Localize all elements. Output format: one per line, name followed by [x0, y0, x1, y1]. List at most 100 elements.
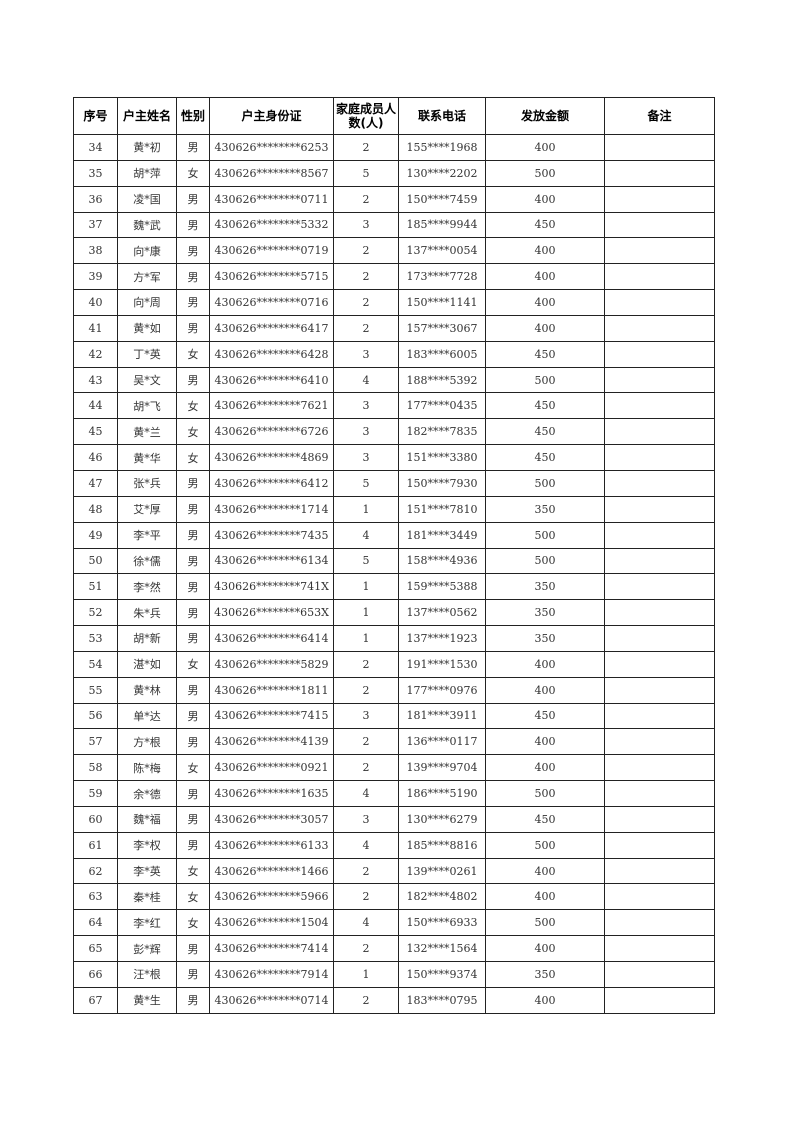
cell-family-size: 2	[333, 237, 399, 265]
cell-amount: 400	[485, 935, 605, 962]
cell-remarks	[604, 444, 715, 471]
cell-remarks	[604, 547, 715, 575]
cell-name: 李*英	[117, 857, 177, 885]
cell-family-size: 2	[333, 314, 399, 342]
table-row: 63 秦*桂女 430626********5966 2 182****4802 400	[73, 883, 715, 911]
table-row: 56 单*达男 430626********7415 3 181****3911 450	[73, 702, 715, 730]
cell-amount: 450	[485, 418, 605, 446]
cell-remarks	[604, 366, 715, 394]
cell-family-size: 3	[333, 702, 399, 730]
cell-remarks	[604, 392, 715, 420]
cell-gender: 女	[176, 340, 210, 368]
cell-amount: 350	[485, 625, 605, 652]
cell-amount: 400	[485, 314, 605, 342]
cell-index: 53	[73, 625, 118, 652]
cell-family-size: 2	[333, 676, 399, 704]
cell-name: 向*周	[117, 289, 177, 316]
cell-family-size: 1	[333, 599, 399, 627]
cell-family-size: 2	[333, 728, 399, 756]
cell-family-size: 4	[333, 521, 399, 549]
cell-remarks	[604, 418, 715, 446]
cell-family-size: 5	[333, 547, 399, 575]
table-row: 34 黄*初男 430626********6253 2 155****1968 400	[73, 134, 715, 161]
table-row: 62 李*英女 430626********1466 2 139****0261 400	[73, 857, 715, 885]
cell-amount: 500	[485, 159, 605, 187]
cell-phone: 182****4802	[398, 883, 486, 911]
cell-phone: 185****9944	[398, 211, 486, 239]
cell-amount: 400	[485, 134, 605, 161]
cell-phone: 137****0562	[398, 599, 486, 627]
cell-amount: 500	[485, 366, 605, 394]
cell-phone: 182****7835	[398, 418, 486, 446]
cell-family-size: 3	[333, 392, 399, 420]
cell-id-card: 430626********6726	[209, 418, 334, 446]
cell-name: 湛*如	[117, 650, 177, 678]
cell-index: 56	[73, 702, 118, 730]
table-row: 43 吴*文男 430626********6410 4 188****5392 500	[73, 366, 715, 394]
cell-name: 朱*兵	[117, 599, 177, 627]
cell-index: 36	[73, 185, 118, 213]
cell-name: 张*兵	[117, 469, 177, 497]
cell-index: 39	[73, 263, 118, 291]
cell-amount: 350	[485, 573, 605, 601]
cell-remarks	[604, 831, 715, 859]
cell-id-card: 430626********1811	[209, 676, 334, 704]
cell-remarks	[604, 237, 715, 265]
cell-name: 李*平	[117, 521, 177, 549]
cell-gender: 男	[176, 702, 210, 730]
cell-id-card: 430626********6410	[209, 366, 334, 394]
cell-amount: 400	[485, 986, 605, 1014]
cell-gender: 男	[176, 986, 210, 1014]
cell-amount: 400	[485, 676, 605, 704]
cell-index: 65	[73, 935, 118, 962]
cell-family-size: 5	[333, 469, 399, 497]
table-row: 52 朱*兵男 430626********653X 1 137****0562 350	[73, 599, 715, 627]
cell-amount: 350	[485, 961, 605, 988]
cell-family-size: 3	[333, 418, 399, 446]
cell-remarks	[604, 289, 715, 316]
cell-index: 42	[73, 340, 118, 368]
cell-id-card: 430626********1504	[209, 909, 334, 937]
cell-id-card: 430626********653X	[209, 599, 334, 627]
cell-index: 35	[73, 159, 118, 187]
cell-remarks	[604, 211, 715, 239]
cell-id-card: 430626********6428	[209, 340, 334, 368]
cell-gender: 男	[176, 521, 210, 549]
cell-id-card: 430626********6417	[209, 314, 334, 342]
cell-name: 艾*厚	[117, 495, 177, 523]
cell-id-card: 430626********4139	[209, 728, 334, 756]
cell-gender: 男	[176, 237, 210, 265]
cell-gender: 男	[176, 134, 210, 161]
cell-name: 黄*林	[117, 676, 177, 704]
cell-id-card: 430626********0714	[209, 986, 334, 1014]
cell-name: 丁*英	[117, 340, 177, 368]
cell-id-card: 430626********4869	[209, 444, 334, 471]
header-family-size: 家庭成员人数(人)	[333, 97, 399, 135]
cell-family-size: 2	[333, 883, 399, 911]
cell-phone: 177****0435	[398, 392, 486, 420]
cell-gender: 女	[176, 418, 210, 446]
cell-remarks	[604, 134, 715, 161]
cell-id-card: 430626********7621	[209, 392, 334, 420]
cell-id-card: 430626********7414	[209, 935, 334, 962]
cell-amount: 500	[485, 521, 605, 549]
table-row: 50 徐*儒男 430626********6134 5 158****4936 500	[73, 547, 715, 575]
cell-phone: 183****0795	[398, 986, 486, 1014]
cell-gender: 男	[176, 728, 210, 756]
cell-gender: 男	[176, 366, 210, 394]
cell-amount: 500	[485, 469, 605, 497]
cell-amount: 400	[485, 754, 605, 782]
cell-amount: 450	[485, 805, 605, 833]
cell-id-card: 430626********1635	[209, 780, 334, 807]
header-name: 户主姓名	[117, 97, 177, 135]
cell-name: 黄*兰	[117, 418, 177, 446]
cell-gender: 男	[176, 935, 210, 962]
cell-id-card: 430626********741X	[209, 573, 334, 601]
cell-phone: 181****3449	[398, 521, 486, 549]
cell-remarks	[604, 495, 715, 523]
cell-family-size: 2	[333, 263, 399, 291]
cell-amount: 400	[485, 883, 605, 911]
cell-amount: 450	[485, 702, 605, 730]
cell-gender: 女	[176, 650, 210, 678]
cell-remarks	[604, 961, 715, 988]
